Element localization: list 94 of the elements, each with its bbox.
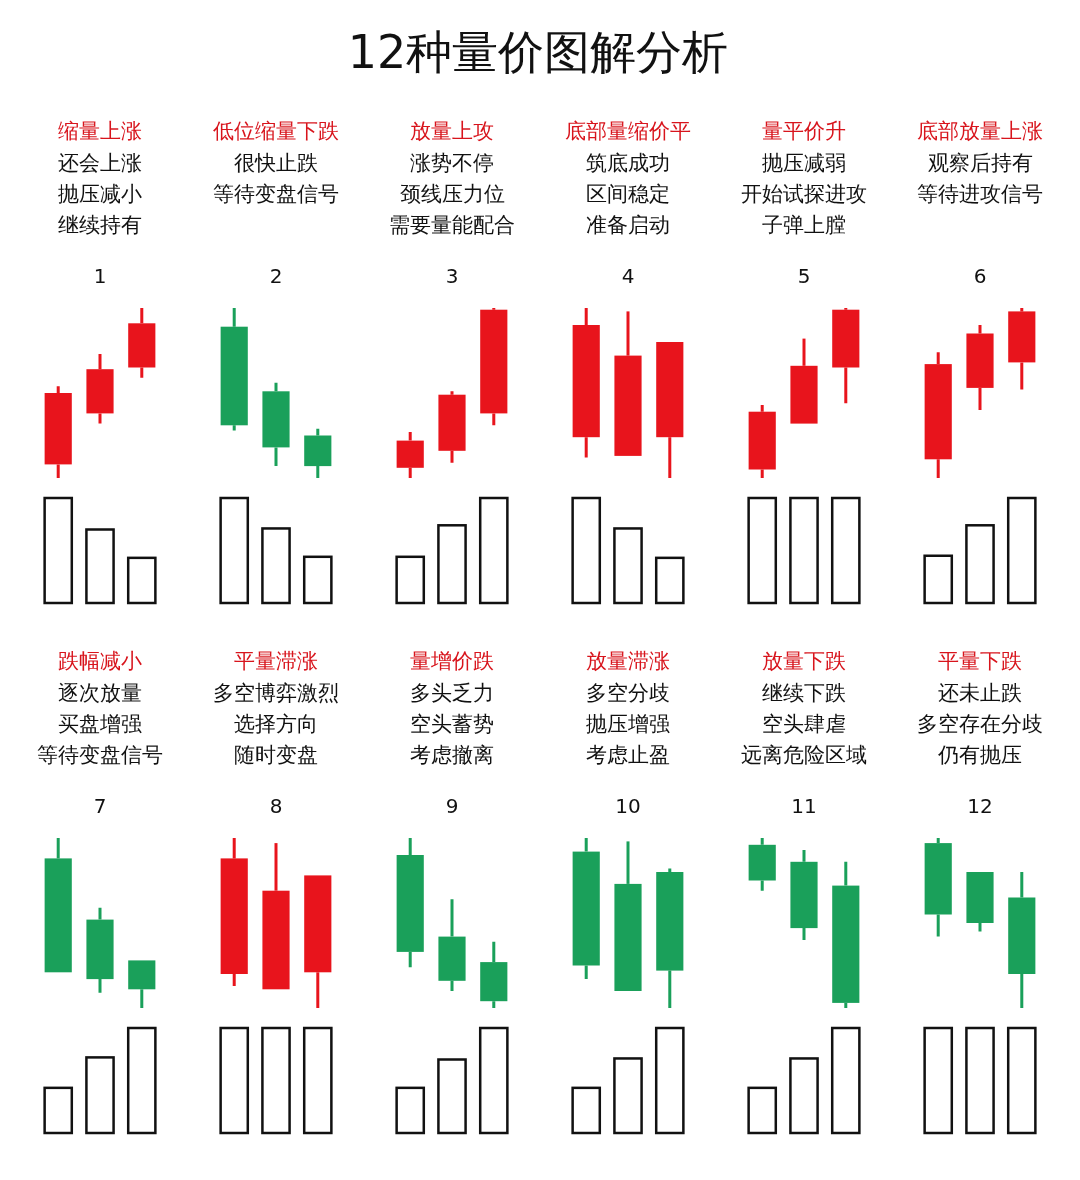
- candlestick: [656, 342, 684, 478]
- chart-subtitle: 量增价跌: [410, 649, 494, 673]
- text: 等待进攻信号: [917, 182, 1043, 206]
- candlestick: [262, 382, 290, 467]
- text: 等待变盘信号: [213, 182, 339, 206]
- candlestick: [86, 907, 114, 993]
- text: 区间稳定: [586, 182, 670, 206]
- candlestick: [304, 875, 332, 1008]
- candlestick: [438, 899, 466, 991]
- chart-title: 7: [93, 794, 107, 818]
- chart-title: 1: [93, 264, 107, 288]
- text: 多头乏力: [410, 681, 494, 705]
- candlestick: [1008, 308, 1036, 390]
- candlestick: [966, 872, 994, 932]
- text: 准备启动: [586, 213, 670, 237]
- candlestick: [44, 838, 72, 973]
- candlestick: [480, 941, 508, 1008]
- text: 考虑撤离: [410, 743, 494, 767]
- candlestick: [220, 308, 248, 431]
- chart-title: 11: [791, 794, 817, 818]
- candlestick: [790, 338, 818, 424]
- text: 仍有抛压: [937, 743, 1022, 767]
- text: 买盘增强: [58, 712, 142, 736]
- chart-subtitle: 放量滞涨: [586, 649, 670, 673]
- candlestick: [304, 428, 332, 478]
- candlestick: [832, 861, 860, 1008]
- text: 多空博弈激烈: [213, 681, 339, 705]
- text: 抛压增强: [586, 712, 670, 736]
- text: 还未止跌: [938, 681, 1022, 705]
- candlestick: [966, 325, 994, 410]
- chart-title: 4: [621, 264, 635, 288]
- candlestick: [924, 838, 952, 937]
- text: 远离危险区域: [741, 743, 867, 767]
- candlestick: [924, 352, 952, 478]
- chart-title: 12: [967, 794, 993, 818]
- chart-title: 5: [797, 264, 811, 288]
- chart-subtitle: 底部放量上涨: [917, 119, 1043, 143]
- chart-subtitle: 底部量缩价平: [565, 119, 691, 143]
- candlestick: [86, 353, 114, 424]
- chart-subtitle: 平量下跌: [938, 649, 1022, 673]
- text: 抛压减弱: [762, 151, 846, 175]
- candlestick: [480, 308, 508, 426]
- candlestick: [748, 404, 776, 478]
- chart-subtitle: 平量滞涨: [234, 649, 318, 673]
- chart-title: 8: [269, 794, 283, 818]
- candlestick: [396, 838, 424, 968]
- text: 子弹上膛: [762, 213, 846, 237]
- candlestick: [748, 838, 776, 891]
- text: 空头蓄势: [410, 712, 494, 736]
- text: 随时变盘: [234, 743, 318, 767]
- candlestick: [396, 432, 424, 478]
- chart-title: 2: [269, 264, 283, 288]
- text: 涨势不停: [410, 151, 494, 175]
- chart-title: 6: [973, 264, 987, 288]
- candlestick: [656, 868, 684, 1008]
- candlestick: [262, 843, 290, 990]
- text: 12种量价图解分析: [347, 25, 729, 79]
- chart-subtitle: 放量下跌: [762, 649, 846, 673]
- chart-title: 3: [445, 264, 459, 288]
- candlestick: [614, 841, 642, 991]
- text: 开始试探进攻: [741, 182, 867, 206]
- candlestick: [790, 849, 818, 940]
- text: 多空存在分歧: [917, 712, 1043, 736]
- text: 等待变盘信号: [37, 743, 163, 767]
- text: 筑底成功: [586, 151, 670, 175]
- chart-subtitle: 量平价升: [762, 119, 846, 143]
- text: 选择方向: [234, 712, 318, 736]
- candlestick: [572, 838, 600, 980]
- text: 观察后持有: [927, 151, 1033, 175]
- text: 多空分歧: [586, 681, 670, 705]
- text: 继续下跌: [762, 681, 846, 705]
- text: 空头肆虐: [762, 712, 846, 736]
- chart-subtitle: 放量上攻: [410, 119, 494, 143]
- candlestick: [1008, 872, 1036, 1008]
- candlestick: [832, 308, 860, 404]
- candlestick: [438, 391, 466, 463]
- candlestick: [220, 838, 248, 986]
- text: 继续持有: [58, 213, 142, 237]
- text: 还会上涨: [58, 151, 142, 175]
- candlestick: [128, 308, 156, 378]
- candlestick: [44, 386, 72, 478]
- chart-title: 9: [445, 794, 459, 818]
- text: 颈线压力位: [399, 182, 505, 206]
- text: 逐次放量: [58, 681, 142, 705]
- chart-title: 10: [615, 794, 641, 818]
- chart-subtitle: 缩量上涨: [58, 119, 142, 143]
- candlestick: [572, 308, 600, 458]
- text: 需要量能配合: [389, 213, 515, 237]
- text: 考虑止盈: [586, 743, 670, 767]
- chart-subtitle: 跌幅减小: [58, 649, 142, 673]
- candlestick: [614, 311, 642, 456]
- chart-subtitle: 低位缩量下跌: [213, 119, 339, 143]
- text: 很快止跌: [234, 151, 318, 175]
- text: 抛压减小: [58, 182, 142, 206]
